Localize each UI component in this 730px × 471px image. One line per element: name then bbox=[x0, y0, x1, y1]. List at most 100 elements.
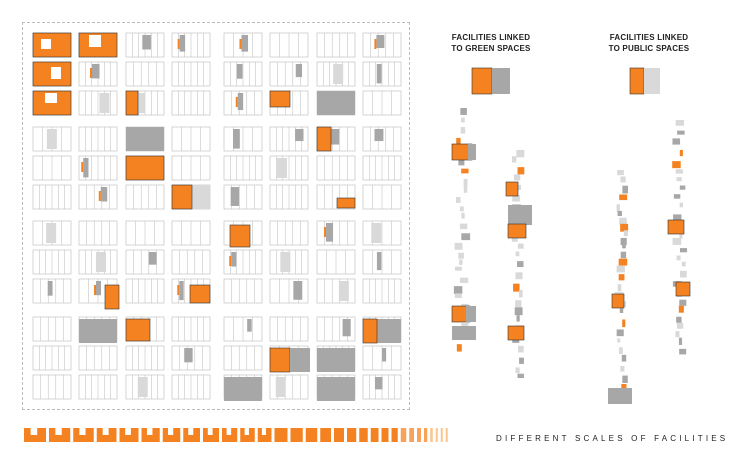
column-facility bbox=[618, 274, 625, 281]
scale-bar-cutout bbox=[168, 428, 174, 435]
facility-gray bbox=[179, 35, 186, 52]
column-facility bbox=[620, 176, 626, 183]
facility-gray bbox=[247, 319, 252, 332]
facility-gray bbox=[374, 129, 384, 142]
heading-public-line-1: FACILITIES LINKED bbox=[609, 33, 689, 42]
facility-gray bbox=[295, 129, 304, 142]
column-facility bbox=[515, 272, 523, 280]
column-facility bbox=[512, 228, 518, 234]
column-facility bbox=[511, 235, 518, 242]
column-orange bbox=[667, 219, 685, 235]
heading-green-line-1: FACILITIES LINKED bbox=[451, 33, 531, 42]
building-row bbox=[223, 184, 263, 210]
facility-gray bbox=[342, 319, 351, 337]
column-facility bbox=[517, 243, 524, 249]
column-orange-large bbox=[451, 143, 473, 161]
scale-bar-facility bbox=[417, 428, 421, 442]
legend-green-orange bbox=[471, 67, 493, 95]
facility-orange-small bbox=[81, 162, 84, 172]
column-facility bbox=[516, 325, 524, 334]
scale-bar-cutout bbox=[207, 428, 213, 435]
column-facility bbox=[617, 284, 622, 292]
column-facility bbox=[463, 178, 468, 187]
large-orange-facility bbox=[125, 155, 165, 181]
column-facility bbox=[460, 108, 467, 115]
building-row bbox=[223, 278, 263, 304]
column-facility bbox=[622, 244, 626, 249]
column-facility bbox=[620, 223, 629, 232]
scale-bar-facility bbox=[203, 428, 219, 442]
column-facility bbox=[623, 301, 627, 307]
column-facility bbox=[623, 230, 628, 237]
orange-facility bbox=[269, 90, 291, 108]
scale-bar-facility bbox=[370, 428, 379, 442]
column-facility bbox=[461, 233, 471, 241]
column-facility bbox=[619, 194, 628, 201]
scale-bar-cutout bbox=[188, 428, 194, 435]
column-gray-large bbox=[508, 205, 532, 225]
column-facility bbox=[617, 170, 624, 176]
scale-bar-facility bbox=[141, 428, 160, 442]
facility-gray bbox=[237, 93, 244, 111]
orange-facility bbox=[316, 126, 332, 152]
facility-gray bbox=[47, 281, 53, 296]
column-facility bbox=[676, 255, 681, 261]
scale-bar-cutout bbox=[226, 428, 232, 435]
facility-gray bbox=[184, 348, 193, 363]
column-facility bbox=[672, 281, 682, 287]
column-facility bbox=[672, 237, 682, 245]
scale-bar-cutout bbox=[125, 428, 131, 435]
column-facility bbox=[675, 120, 685, 126]
facility-gray bbox=[241, 35, 248, 52]
column-facility bbox=[679, 299, 687, 306]
column-facility bbox=[616, 329, 624, 337]
large-gray-facility bbox=[126, 127, 164, 151]
column-facility bbox=[513, 283, 520, 292]
building-row bbox=[316, 220, 356, 246]
column-orange bbox=[675, 281, 691, 297]
building-row bbox=[125, 184, 165, 210]
facility-orange-small bbox=[94, 285, 97, 295]
column-facility bbox=[621, 384, 627, 392]
column-facility bbox=[619, 217, 627, 225]
column-facility bbox=[619, 391, 629, 398]
facility-orange-small bbox=[324, 227, 327, 237]
column-facility bbox=[616, 204, 620, 212]
scale-bar-cutout bbox=[102, 428, 109, 435]
building-row bbox=[316, 155, 356, 181]
column-orange bbox=[611, 293, 625, 309]
building-row bbox=[269, 220, 309, 246]
facility-gray bbox=[374, 377, 383, 390]
scale-bar-facility bbox=[119, 428, 139, 442]
column-facility bbox=[676, 322, 684, 329]
column-gray-large bbox=[608, 388, 632, 404]
column-facility bbox=[618, 258, 628, 266]
facility-light bbox=[275, 377, 286, 397]
column-facility bbox=[619, 347, 623, 354]
column-facility bbox=[515, 251, 520, 257]
column-facility bbox=[676, 289, 682, 298]
scale-bar-facility bbox=[347, 428, 357, 442]
column-facility bbox=[675, 169, 683, 174]
orange-cutout bbox=[41, 39, 51, 49]
orange-facility bbox=[125, 90, 139, 116]
facility-gray bbox=[326, 223, 334, 242]
column-facility bbox=[620, 366, 625, 372]
facility-orange-small bbox=[229, 256, 232, 266]
column-facility bbox=[679, 248, 688, 253]
facility-gray bbox=[376, 35, 385, 48]
column-facility bbox=[617, 210, 622, 217]
scale-bar-facility bbox=[290, 428, 303, 442]
column-orange-large bbox=[507, 223, 527, 239]
column-facility bbox=[677, 130, 685, 135]
facility-gray bbox=[142, 35, 151, 50]
facility-light bbox=[137, 377, 148, 397]
large-orange-facility bbox=[171, 184, 193, 210]
scale-bar-facility bbox=[409, 428, 414, 442]
column-facility bbox=[461, 212, 465, 219]
column-facility bbox=[676, 177, 682, 182]
facility-light bbox=[280, 252, 291, 272]
facility-gray bbox=[148, 252, 157, 265]
column-facility bbox=[459, 333, 468, 340]
scale-bar-facility bbox=[274, 428, 288, 442]
